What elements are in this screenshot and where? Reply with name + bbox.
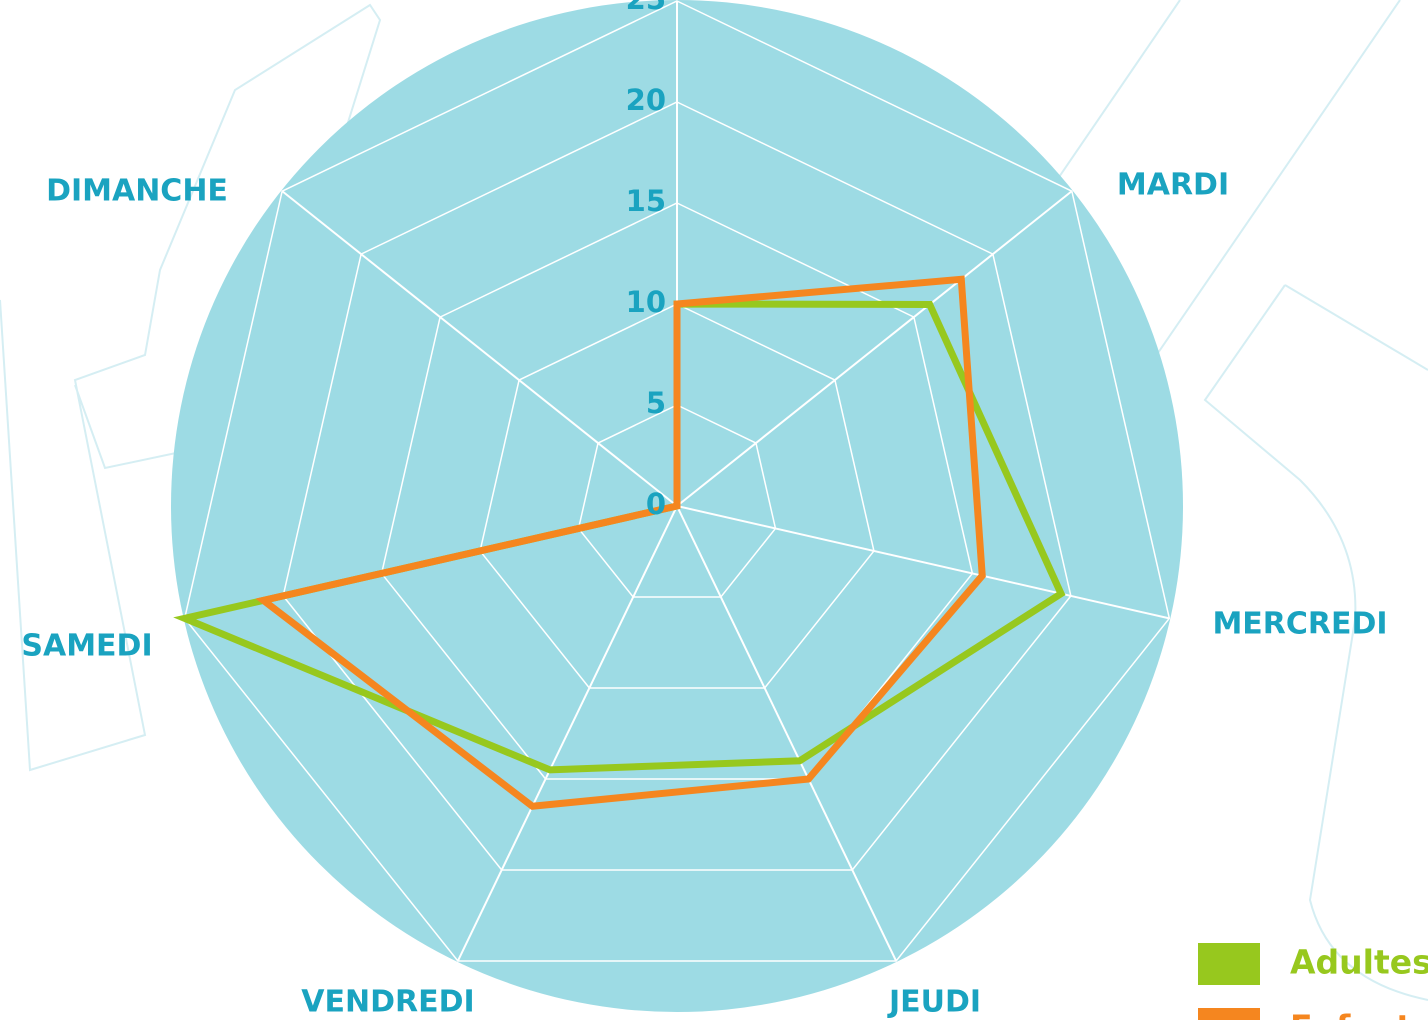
page: {"chart_data": {"type": "radar", "catego… bbox=[0, 0, 1428, 1020]
category-label: DIMANCHE bbox=[46, 174, 228, 209]
legend-label: Adultes bbox=[1290, 943, 1428, 982]
category-label: SAMEDI bbox=[21, 629, 152, 664]
category-label: JEUDI bbox=[887, 985, 981, 1020]
r-tick-label: 15 bbox=[626, 184, 666, 218]
category-label: MERCREDI bbox=[1212, 607, 1387, 642]
legend-swatch bbox=[1198, 943, 1260, 985]
category-label: VENDREDI bbox=[301, 985, 474, 1020]
r-tick-label: 0 bbox=[646, 487, 666, 521]
r-tick-label: 20 bbox=[626, 83, 666, 117]
bg-outline bbox=[1285, 285, 1428, 370]
legend-label: Enfants bbox=[1290, 1008, 1428, 1020]
r-tick-label: 5 bbox=[646, 386, 666, 420]
bg-outline bbox=[1205, 285, 1428, 1000]
legend-swatch bbox=[1198, 1008, 1260, 1020]
chart: 0 5 10 15 20 25 MARDI MERCREDI JEUDI VENDREDI SAME… bbox=[0, 0, 1428, 1020]
r-tick-label: 10 bbox=[626, 285, 666, 319]
category-label: MARDI bbox=[1117, 168, 1229, 203]
r-tick-label: 25 bbox=[626, 0, 666, 16]
